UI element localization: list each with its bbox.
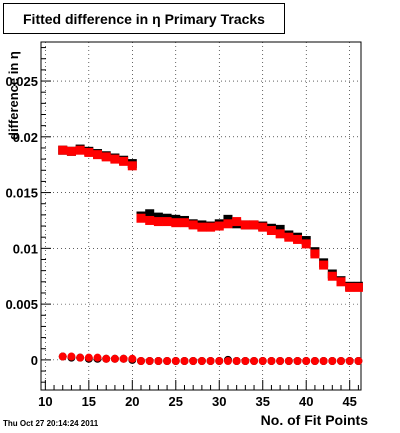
data-point-circle [302, 357, 311, 365]
data-point-square [179, 218, 189, 228]
data-point-square [214, 221, 224, 231]
data-point-circle [102, 354, 111, 363]
data-point-square [336, 277, 346, 287]
x-tick-label: 15 [82, 394, 96, 409]
data-point-square [145, 215, 155, 225]
data-point-circle [145, 357, 154, 365]
data-point-circle [284, 357, 293, 365]
data-point-square [232, 217, 242, 227]
data-point-circle [76, 353, 85, 362]
data-point-square [284, 232, 294, 242]
data-point-circle [345, 357, 354, 365]
data-point-circle [223, 357, 232, 365]
data-point-square [293, 234, 303, 244]
x-tick-label: 25 [169, 394, 183, 409]
data-point-square [153, 217, 163, 227]
data-point-square [136, 213, 146, 223]
data-point-square [110, 154, 120, 164]
data-point-square [66, 146, 76, 156]
data-point-square [84, 147, 94, 157]
data-point-square [127, 161, 137, 171]
data-point-circle [110, 354, 119, 363]
data-point-square [188, 220, 198, 230]
axis-layer: 10 15 20 25 30 35 40 45 0 0.005 0.01 0.015 0.02 0.025 [5, 47, 359, 409]
y-tick-label: 0.02 [13, 130, 38, 145]
data-point-square [258, 222, 268, 232]
data-point-square [93, 150, 103, 160]
data-point-circle [67, 352, 76, 361]
timestamp: Thu Oct 27 20:14:24 2011 [3, 419, 99, 428]
data-point-square [197, 222, 207, 232]
data-point-square [275, 229, 285, 239]
data-point-circle [276, 357, 285, 365]
data-point-circle [337, 357, 345, 365]
x-tick-label: 20 [125, 394, 139, 409]
x-tick-label: 40 [299, 394, 313, 409]
data-point-square [58, 145, 68, 155]
y-tick-label: 0.015 [5, 186, 38, 201]
data-point-circle [250, 357, 259, 365]
data-point-circle [128, 354, 137, 363]
data-point-circle [154, 357, 163, 365]
data-point-circle [189, 357, 198, 365]
data-point-square [310, 249, 320, 259]
x-tick-label: 35 [256, 394, 270, 409]
data-point-square [266, 226, 276, 235]
data-point-circle [206, 357, 215, 365]
data-point-square [240, 220, 250, 230]
plot-frame [40, 41, 362, 391]
data-point-square [171, 218, 181, 228]
data-point-square [223, 219, 233, 229]
y-tick-label: 0.025 [5, 74, 38, 89]
data-point-circle [258, 357, 267, 365]
data-point-circle [267, 357, 276, 365]
data-point-square [249, 220, 259, 230]
y-axis-label: difference in η [6, 51, 21, 140]
x-axis-label: No. of Fit Points [260, 412, 368, 428]
data-point-circle [197, 357, 206, 365]
data-point-circle [58, 352, 67, 361]
data-point-square [345, 282, 355, 292]
data-point-circle [180, 357, 189, 365]
data-point-circle [241, 357, 250, 365]
data-point-circle [171, 357, 180, 365]
data-point-square [301, 239, 311, 249]
data-point-square [206, 222, 216, 232]
data-point-circle [137, 357, 145, 365]
data-point-circle [93, 353, 102, 362]
y-tick-label: 0 [31, 353, 38, 368]
data-point-circle [319, 357, 328, 365]
data-point-circle [119, 354, 128, 363]
x-tick-label: 10 [38, 394, 52, 409]
data-point-square [75, 145, 85, 155]
data-point-circle [84, 353, 93, 362]
data-point-circle [354, 357, 363, 365]
data-point-circle [215, 357, 224, 365]
y-tick-label: 0.01 [13, 241, 38, 256]
data-point-square [119, 156, 129, 166]
data-point-square [327, 271, 337, 281]
x-tick-label: 45 [342, 394, 356, 409]
data-point-square [319, 260, 329, 270]
data-point-square [353, 282, 363, 292]
x-tick-label: 30 [212, 394, 226, 409]
data-point-circle [163, 357, 172, 365]
data-point-circle [310, 357, 319, 365]
chart-title: Fitted difference in η Primary Tracks [3, 3, 285, 34]
data-point-circle [328, 357, 337, 365]
data-point-circle [293, 357, 302, 365]
y-tick-label: 0.005 [5, 297, 38, 312]
data-point-square [162, 217, 172, 227]
data-point-square [101, 152, 111, 162]
data-point-circle [232, 357, 241, 365]
data-point-square [145, 209, 155, 219]
marker-layer [58, 144, 363, 365]
